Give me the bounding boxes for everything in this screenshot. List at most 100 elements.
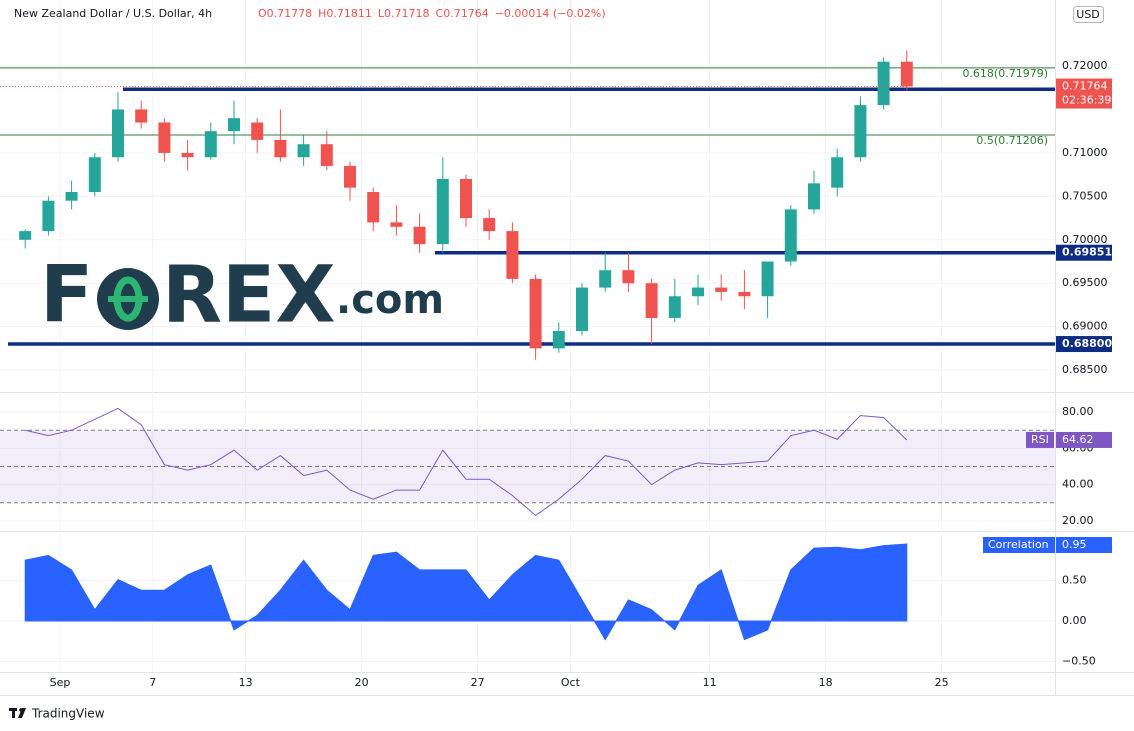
y-tick-label: 0.68500 (1062, 363, 1108, 376)
candle-body (228, 118, 240, 132)
candle-body (88, 157, 101, 193)
logo-text: REX (162, 250, 335, 340)
indicator-name: RSI (1031, 433, 1049, 446)
header-stat: −0.00014 (−0.02%) (495, 7, 606, 20)
candle-body (460, 178, 472, 219)
candle-body (367, 192, 380, 223)
y-tick-label: 0.70000 (1062, 233, 1108, 246)
symbol-title: New Zealand Dollar / U.S. Dollar, 4h (14, 7, 212, 20)
y-tick-label: 20.00 (1062, 514, 1094, 527)
fib-label: 0.5(0.71206) (976, 134, 1048, 147)
x-tick-label: 27 (471, 676, 485, 689)
indicator-name-box (983, 537, 1055, 553)
candle-body (552, 331, 565, 349)
candle-body (390, 222, 403, 227)
candle-body (529, 278, 542, 349)
header-stat: L0.71718 (378, 7, 430, 20)
candle-body (761, 261, 774, 297)
price-label: 0.68800 (1062, 337, 1112, 350)
candle-body (854, 105, 867, 158)
candle-body (622, 270, 635, 284)
x-tick-label: Sep (50, 676, 71, 689)
labels: Sep 7 13 20 27 Oct 11 18 25 0.72000 0.71000 0.70500… (50, 59, 1113, 689)
candle-body (413, 226, 426, 245)
x-tick-label: 7 (149, 676, 156, 689)
candle-body (877, 61, 890, 106)
footer-logo-shape (18, 708, 26, 718)
candle-body (344, 165, 356, 188)
candle-body (599, 270, 612, 288)
candle-body (692, 287, 704, 297)
y-tick-label: 0.69000 (1062, 320, 1108, 333)
candle-body (274, 139, 287, 158)
y-tick-label: 0.70500 (1062, 189, 1108, 202)
y-tick-label: 0.69500 (1062, 276, 1108, 289)
indicator-value-box (1056, 537, 1112, 553)
candle-body (158, 122, 171, 153)
candle-body (251, 122, 264, 140)
logo-text: F (40, 250, 93, 340)
candle-body (320, 144, 333, 166)
rsi-line (25, 407, 908, 517)
candle-body (204, 131, 217, 158)
currency-box[interactable] (1073, 6, 1104, 23)
y-tick-label: 0.72000 (1062, 59, 1108, 72)
header-stats: O0.71778 H0.71811 L0.71718 C0.71764 −0.00014… (258, 7, 606, 20)
y-tick-label: −0.50 (1062, 654, 1096, 667)
x-tick-label: 20 (355, 676, 369, 689)
last-price-box (1056, 78, 1112, 109)
header-stat: C0.71764 (436, 7, 489, 20)
candle-body (135, 109, 148, 123)
candle-body (112, 109, 124, 158)
indicator-value: 64.62 (1062, 433, 1094, 446)
x-tick-label: 18 (819, 676, 833, 689)
footer-logo-shape (19, 708, 23, 712)
candle-body (808, 183, 820, 210)
candle-body (483, 218, 496, 232)
indicator-value: 0.95 (1062, 538, 1087, 551)
indicator-name-box (1026, 431, 1054, 448)
candle-body (784, 209, 797, 262)
indicator-value-box (1056, 431, 1112, 448)
candle-body (42, 200, 55, 232)
fib-label: 0.618(0.71979) (962, 67, 1048, 80)
candle-body (738, 291, 751, 297)
correlation-area (24, 543, 908, 641)
y-tick-label: 40.00 (1062, 478, 1094, 491)
candle-body (715, 287, 728, 292)
header-stat: O0.71778 (258, 7, 312, 20)
candle-body (436, 178, 449, 245)
x-tick-label: Oct (561, 676, 581, 689)
last-price-label: 0.71764 (1062, 80, 1108, 93)
candle-body (900, 61, 913, 87)
countdown: 02:36:39 (1062, 94, 1111, 107)
candle-body (297, 144, 310, 158)
y-tick-label: 0.50 (1062, 573, 1087, 586)
x-tick-label: 13 (239, 676, 253, 689)
price-label: 0.69851 (1062, 246, 1112, 259)
candle-body (65, 192, 78, 201)
x-tick-label: 11 (703, 676, 717, 689)
indicator-name: Correlation (988, 538, 1049, 551)
y-tick-label: 0.71000 (1062, 146, 1108, 159)
candle-body (831, 157, 844, 188)
price-label-box (1056, 244, 1112, 261)
marks (0, 50, 1055, 641)
currency[interactable]: USD (1076, 8, 1100, 21)
candle-body (181, 152, 194, 158)
y-tick-label: 80.00 (1062, 405, 1094, 418)
candle-body (506, 231, 519, 279)
footer-logo-shape (12, 708, 15, 718)
footer-logo (9, 708, 26, 718)
grid (0, 0, 1055, 672)
logo: F REX .com (40, 250, 444, 340)
x-tick-label: 25 (935, 676, 949, 689)
candle-body (668, 296, 681, 318)
candle-body (576, 287, 588, 332)
header-stat: H0.71811 (318, 7, 372, 20)
separators (0, 0, 1134, 696)
footer-brand[interactable]: TradingView (31, 707, 105, 721)
candle-body (645, 283, 658, 318)
price-label-box (1056, 336, 1112, 353)
